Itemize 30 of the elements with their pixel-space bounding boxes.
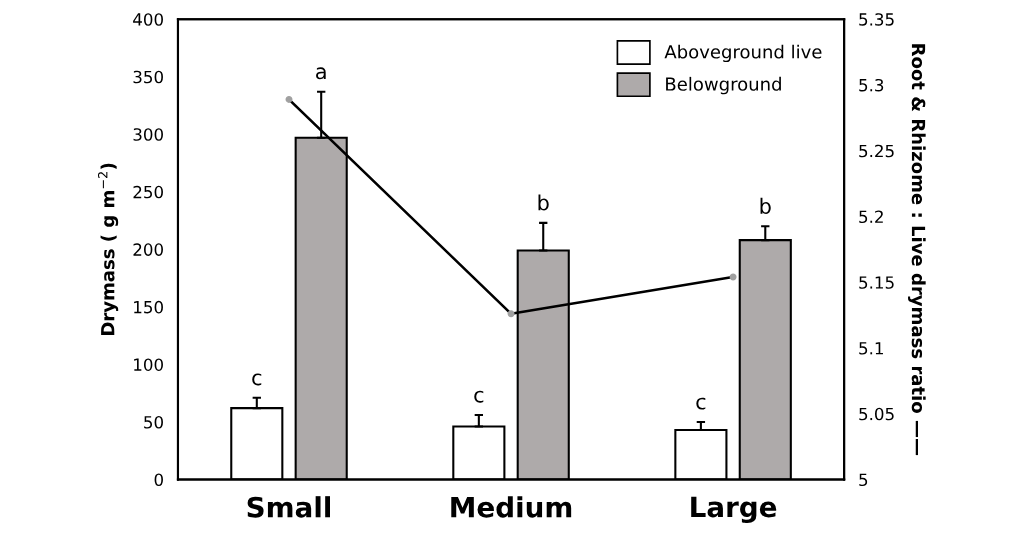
- y-tick-label: 250: [133, 185, 163, 199]
- legend-label: Aboveground live: [664, 44, 822, 63]
- y-tick-label: 300: [133, 128, 163, 141]
- x-tick-label: Large: [691, 496, 777, 524]
- y-tick-label: 350: [133, 70, 163, 84]
- y2-tick-label: 5.15: [859, 276, 894, 289]
- y2-tick-label: 5.2: [859, 210, 883, 224]
- y-axis-title: Drymass ( g m$^{−2}$): [97, 163, 119, 335]
- y2-tick-label: 5.25: [859, 144, 894, 158]
- y-tick-label: 200: [133, 243, 163, 256]
- annotation: b: [538, 194, 549, 211]
- y-tick-label: 400: [133, 13, 163, 26]
- x-tick-label: Small: [247, 496, 331, 518]
- annotation: c: [696, 397, 706, 410]
- annotation: a: [316, 67, 326, 80]
- y-tick-label: 150: [134, 300, 163, 314]
- x-tick-label: Medium: [451, 496, 572, 518]
- annotation: c: [474, 390, 484, 403]
- y-tick-label: 100: [134, 358, 163, 371]
- y-tick-label: 50: [144, 415, 163, 429]
- y2-axis-title: Root & Rhizome : Live drymass ratio ——: [908, 44, 926, 456]
- y2-tick-label: 5.05: [859, 407, 894, 421]
- y2-tick-label: 5.1: [859, 342, 883, 355]
- y2-tick-label: 5.35: [859, 13, 894, 26]
- y-tick-label: 0: [154, 473, 163, 487]
- y2-tick-label: 5: [859, 473, 868, 487]
- y2-tick-label: 5.3: [859, 78, 884, 92]
- annotation: b: [760, 197, 771, 214]
- annotation: c: [252, 373, 262, 386]
- legend-label: Belowground: [666, 76, 781, 95]
